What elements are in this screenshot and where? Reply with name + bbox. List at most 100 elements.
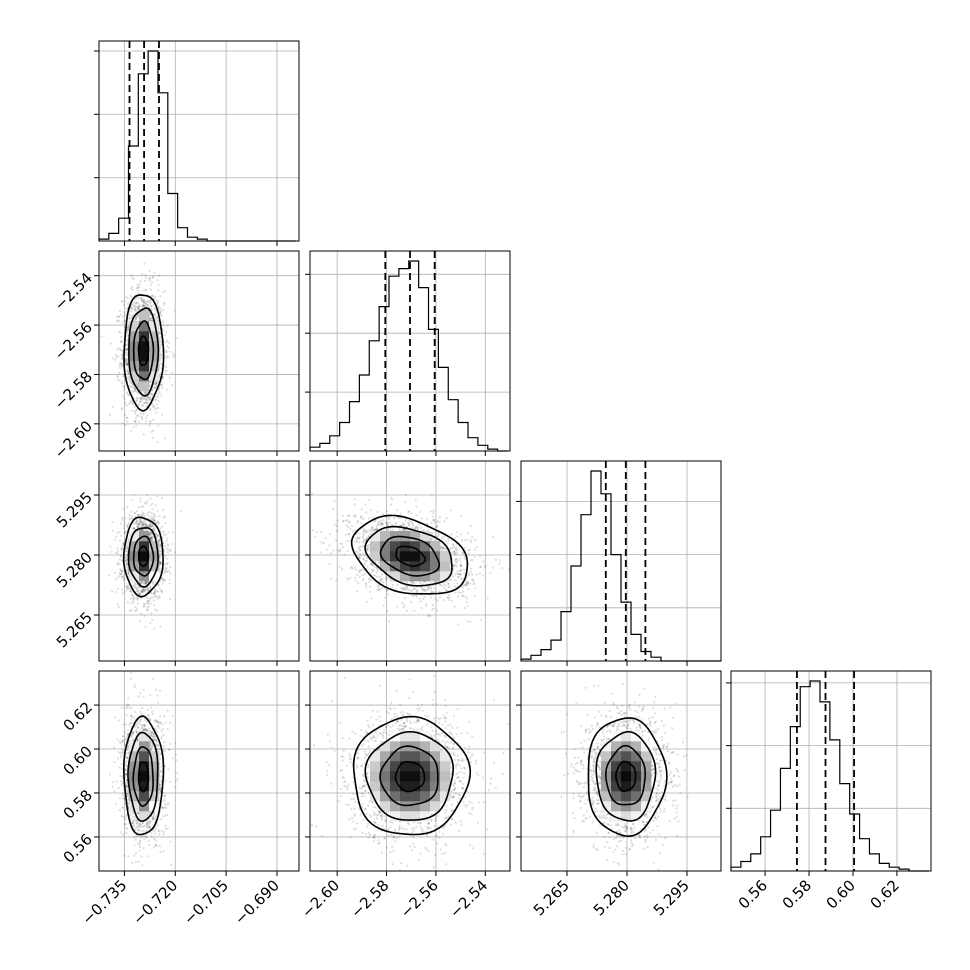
scatter-point bbox=[155, 521, 158, 524]
scatter-point bbox=[158, 515, 161, 518]
scatter-point bbox=[118, 563, 121, 566]
scatter-point bbox=[125, 547, 128, 550]
scatter-point bbox=[164, 554, 167, 558]
scatter-point bbox=[147, 602, 150, 605]
scatter-point bbox=[143, 589, 146, 592]
scatter-point bbox=[159, 567, 162, 570]
scatter-point bbox=[375, 527, 379, 530]
scatter-point bbox=[423, 588, 426, 591]
scatter-point bbox=[158, 587, 161, 590]
scatter-point bbox=[107, 574, 110, 577]
scatter-point bbox=[151, 518, 154, 522]
scatter-point bbox=[163, 334, 167, 337]
scatter-point bbox=[160, 591, 164, 594]
scatter-point bbox=[143, 401, 146, 404]
scatter-point bbox=[445, 548, 448, 551]
scatter-point bbox=[382, 523, 385, 526]
scatter-point bbox=[377, 522, 381, 526]
scatter-point bbox=[364, 503, 367, 506]
scatter-point bbox=[133, 596, 136, 600]
density-cell bbox=[139, 551, 150, 562]
scatter-point bbox=[153, 307, 156, 310]
scatter-point bbox=[432, 509, 435, 512]
scatter-point bbox=[472, 579, 475, 582]
scatter-point bbox=[457, 591, 460, 594]
scatter-point bbox=[116, 563, 119, 566]
scatter-point bbox=[146, 303, 149, 306]
scatter-point bbox=[137, 590, 140, 593]
scatter-point bbox=[126, 392, 129, 395]
scatter-point bbox=[144, 279, 147, 282]
scatter-point bbox=[121, 394, 124, 397]
scatter-point bbox=[134, 388, 137, 392]
scatter-point bbox=[160, 394, 163, 397]
scatter-point bbox=[375, 529, 378, 532]
scatter-point bbox=[149, 398, 152, 401]
scatter-point bbox=[466, 532, 469, 535]
scatter-point bbox=[125, 348, 128, 352]
scatter-point bbox=[151, 388, 154, 391]
scatter-point bbox=[155, 595, 158, 598]
scatter-point bbox=[138, 519, 141, 522]
scatter-point bbox=[141, 591, 144, 594]
scatter-point bbox=[159, 331, 162, 335]
scatter-point bbox=[128, 587, 132, 590]
scatter-point bbox=[124, 556, 128, 559]
scatter-point bbox=[137, 522, 140, 525]
scatter-point bbox=[374, 528, 377, 531]
scatter-point bbox=[363, 562, 367, 566]
scatter-point bbox=[363, 539, 366, 542]
scatter-point bbox=[153, 408, 156, 411]
scatter-point bbox=[447, 583, 451, 586]
scatter-point bbox=[143, 390, 146, 393]
scatter-point bbox=[131, 594, 134, 597]
scatter-point bbox=[123, 397, 126, 400]
contour-level-3 bbox=[123, 294, 165, 412]
scatter-point bbox=[384, 521, 388, 524]
scatter-point bbox=[130, 602, 133, 605]
scatter-point bbox=[442, 583, 446, 586]
scatter-point bbox=[119, 348, 122, 351]
scatter-point bbox=[433, 518, 436, 521]
scatter-point bbox=[130, 296, 133, 299]
scatter-point bbox=[415, 590, 418, 593]
scatter-point bbox=[165, 369, 168, 372]
scatter-point bbox=[446, 597, 449, 600]
scatter-point bbox=[146, 606, 149, 609]
scatter-point bbox=[133, 609, 137, 613]
scatter-point bbox=[130, 498, 133, 501]
scatter-point bbox=[144, 396, 147, 399]
scatter-point bbox=[138, 520, 141, 523]
scatter-point bbox=[145, 401, 148, 404]
scatter-point bbox=[399, 587, 402, 590]
scatter-point bbox=[137, 307, 140, 310]
scatter-point bbox=[148, 318, 152, 321]
scatter-point bbox=[130, 381, 133, 384]
scatter-point bbox=[165, 350, 168, 353]
scatter-point bbox=[149, 396, 152, 399]
scatter-point bbox=[456, 531, 459, 534]
scatter-point bbox=[421, 589, 424, 592]
scatter-point bbox=[139, 612, 143, 615]
scatter-point bbox=[459, 568, 463, 572]
scatter-point bbox=[120, 299, 123, 302]
scatter-point bbox=[340, 568, 344, 571]
scatter-point bbox=[135, 520, 138, 523]
scatter-point bbox=[465, 584, 468, 587]
scatter-point bbox=[169, 598, 172, 601]
scatter-point bbox=[158, 311, 162, 314]
scatter-point bbox=[405, 585, 408, 588]
scatter-point bbox=[141, 304, 144, 308]
scatter-point bbox=[160, 362, 163, 365]
scatter-point bbox=[159, 625, 162, 628]
pair-content bbox=[311, 492, 510, 626]
scatter-point bbox=[342, 519, 345, 523]
scatter-point bbox=[167, 355, 170, 359]
scatter-point bbox=[441, 547, 444, 550]
scatter-point bbox=[139, 400, 142, 403]
scatter-point bbox=[139, 500, 142, 503]
scatter-point bbox=[409, 589, 412, 592]
scatter-point bbox=[163, 515, 166, 518]
scatter-point bbox=[447, 586, 450, 589]
pair-content bbox=[100, 262, 178, 444]
